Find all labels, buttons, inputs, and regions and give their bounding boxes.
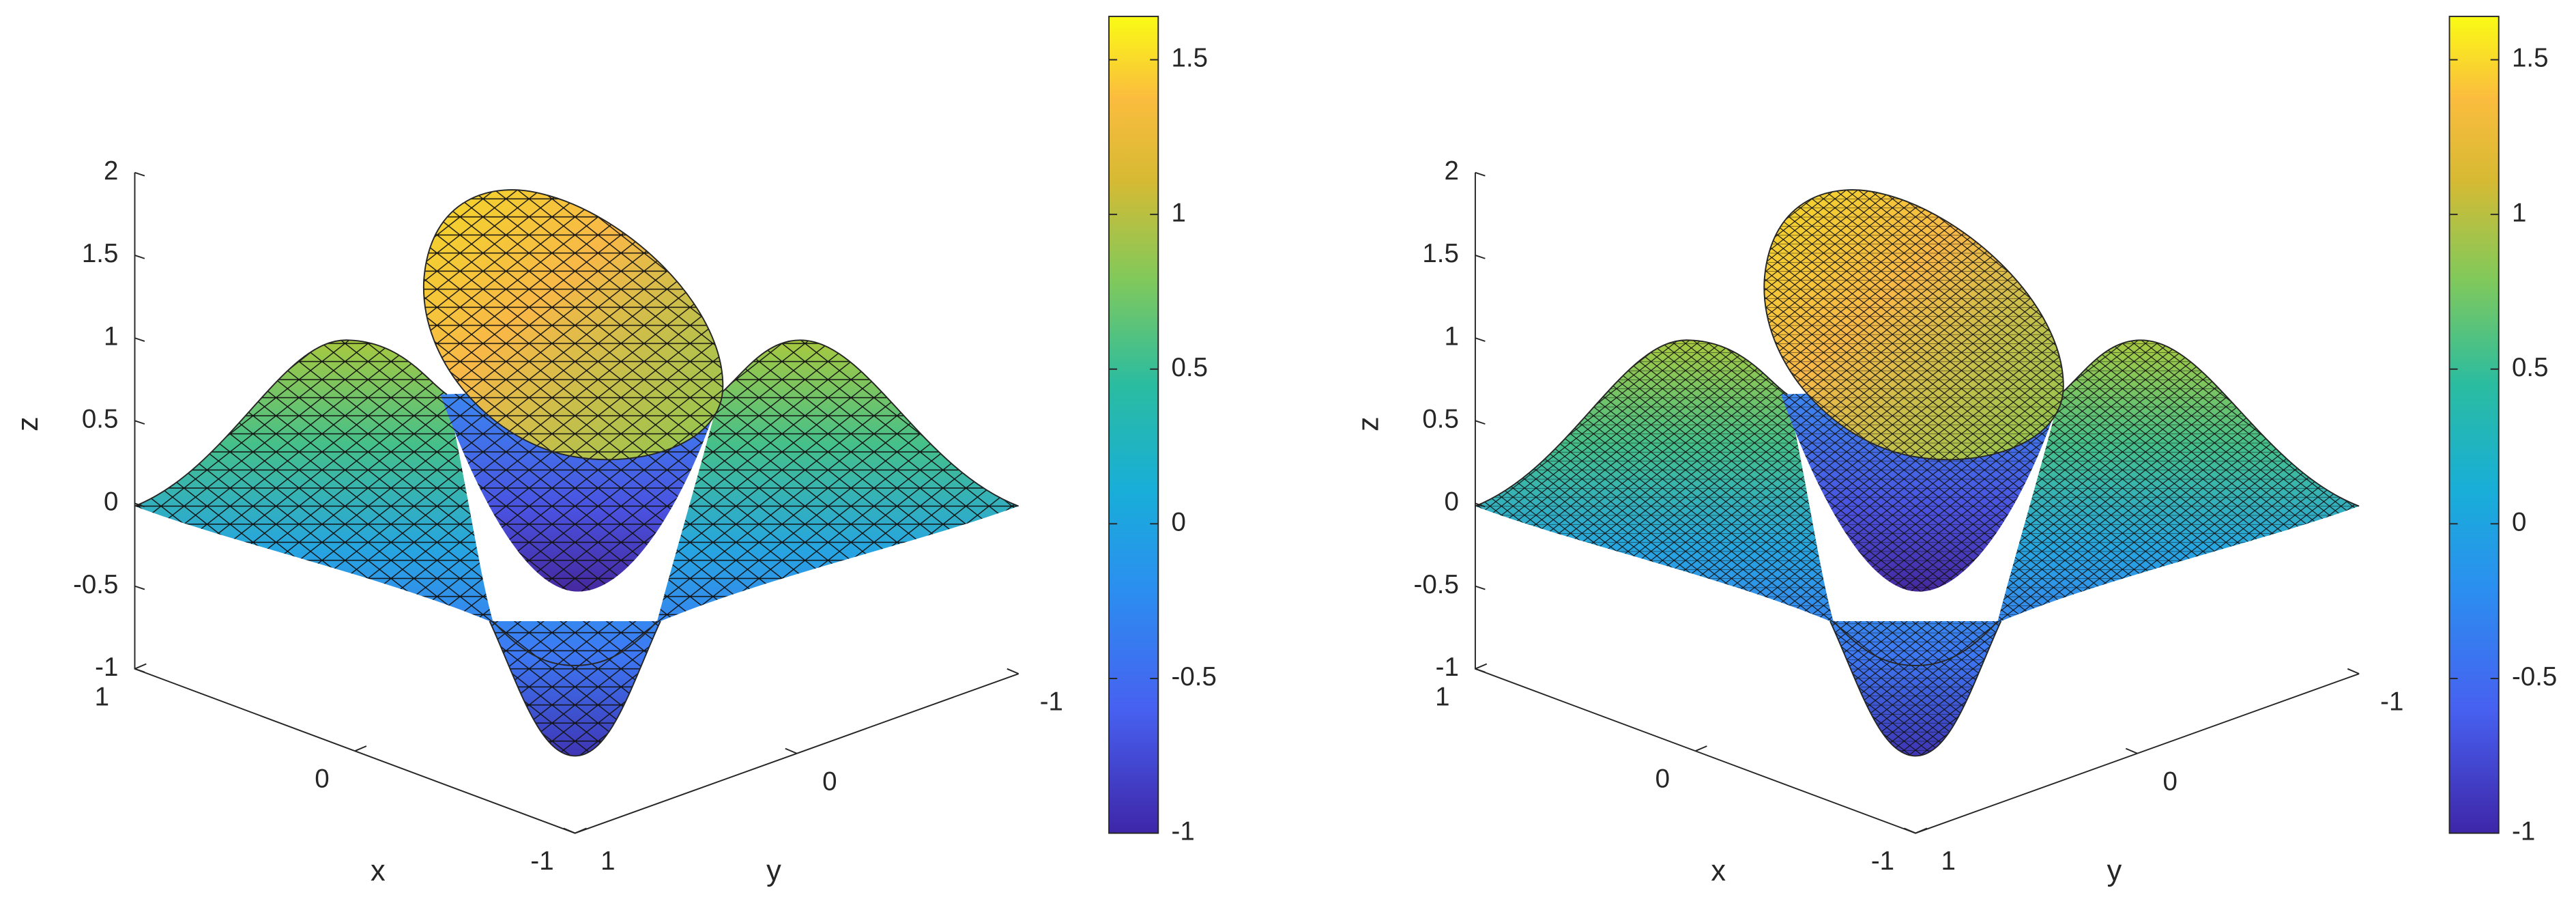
x-axis-label: x xyxy=(371,855,386,887)
colorbar-tick-label: 0 xyxy=(2512,508,2526,537)
z-tick-label: 1.5 xyxy=(1422,239,1459,268)
colorbar xyxy=(1108,16,1159,834)
x-tick-label: -1 xyxy=(1871,846,1894,876)
y-tick-label: 0 xyxy=(2163,767,2177,796)
z-tick-label: 0.5 xyxy=(82,404,119,433)
x-tick-label: 0 xyxy=(1655,765,1670,794)
colorbar-tick-label: -0.5 xyxy=(1172,662,1217,691)
x-tick xyxy=(1915,827,1928,834)
surface-mesh xyxy=(423,190,723,460)
z-tick xyxy=(134,337,145,342)
z-tick xyxy=(134,668,145,673)
z-tick-label: -1 xyxy=(1436,653,1459,682)
surface-edge xyxy=(422,189,724,461)
z-tick-label: -0.5 xyxy=(1414,570,1459,599)
z-tick-label: -0.5 xyxy=(73,570,118,599)
colorbar-tick-label: 1.5 xyxy=(1172,44,1209,73)
z-tick-label: 1 xyxy=(104,322,118,351)
x-tick-label: -1 xyxy=(530,846,553,876)
x-tick xyxy=(134,663,147,670)
z-tick-label: -1 xyxy=(95,653,118,682)
y-tick-label: 1 xyxy=(600,846,615,876)
colorbar-tick-label: 1.5 xyxy=(2512,44,2549,73)
y-axis-label: y xyxy=(766,855,781,887)
z-tick-label: 1 xyxy=(1444,322,1458,351)
x-tick xyxy=(354,745,367,752)
x-tick-label: 1 xyxy=(95,682,109,711)
z-tick xyxy=(134,255,145,259)
y-tick-label: -1 xyxy=(2380,687,2403,717)
z-tick xyxy=(1475,171,1486,177)
z-tick xyxy=(134,502,145,508)
z-tick xyxy=(1475,337,1486,342)
x-tick xyxy=(1695,745,1707,752)
z-axis-label: z xyxy=(1352,416,1385,431)
y-tick xyxy=(2125,747,2138,754)
z-tick-label: 0 xyxy=(104,487,118,517)
colorbar-tick-label: -1 xyxy=(2512,817,2535,846)
z-tick-label: 2 xyxy=(1444,156,1458,186)
z-tick xyxy=(1475,668,1486,673)
colorbar-tick-label: 1 xyxy=(2512,198,2526,227)
colorbar-tick-label: -1 xyxy=(1172,817,1195,846)
colorbar-tick-label: 0.5 xyxy=(1172,353,1209,382)
y-tick xyxy=(1903,827,1916,834)
z-tick-label: 2 xyxy=(104,156,118,186)
colorbar xyxy=(2448,16,2500,834)
x-tick-label: 0 xyxy=(315,765,329,794)
x-tick xyxy=(1475,663,1488,670)
colorbar-tick-label: -0.5 xyxy=(2512,662,2557,691)
z-tick xyxy=(134,171,145,177)
z-tick-label: 1.5 xyxy=(82,239,119,268)
y-axis-label: y xyxy=(2107,855,2122,887)
y-tick-label: 1 xyxy=(1941,846,1956,876)
surface-edge xyxy=(1763,189,2064,461)
surface-edge xyxy=(134,339,1019,757)
y-tick xyxy=(785,747,798,754)
z-axis-label: z xyxy=(12,416,44,431)
y-tick xyxy=(563,827,576,834)
x-tick-label: 1 xyxy=(1435,682,1449,711)
y-tick-label: -1 xyxy=(1040,687,1063,717)
surface-mesh xyxy=(1764,190,2064,460)
z-tick xyxy=(1475,255,1486,259)
colorbar-tick-label: 1 xyxy=(1172,198,1186,227)
y-tick xyxy=(1007,668,1019,674)
y-tick-label: 0 xyxy=(822,767,837,796)
colorbar-tick-label: 0 xyxy=(1172,508,1186,537)
x-axis-label: x xyxy=(1711,855,1726,887)
z-tick xyxy=(1475,420,1486,425)
z-tick-label: 0.5 xyxy=(1422,404,1459,433)
x-tick xyxy=(575,827,587,834)
z-tick xyxy=(134,420,145,425)
surface-edge xyxy=(1475,339,2360,757)
y-tick xyxy=(2347,668,2360,674)
colorbar-tick-label: 0.5 xyxy=(2512,353,2549,382)
z-tick xyxy=(1475,502,1486,508)
z-tick xyxy=(1475,585,1486,590)
z-tick xyxy=(134,585,145,590)
z-tick-label: 0 xyxy=(1444,487,1458,517)
